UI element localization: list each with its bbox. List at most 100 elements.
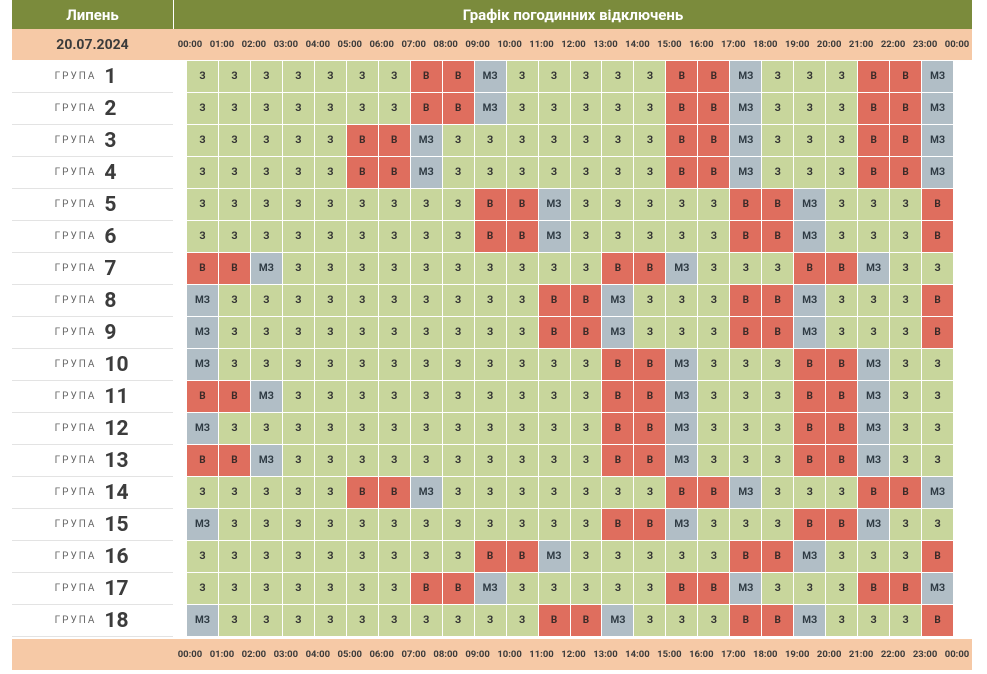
schedule-cell: З [474,509,506,540]
schedule-cell: В [602,509,634,540]
schedule-cell: З [442,317,474,348]
bottom-time-label: 09:00 [465,649,490,660]
schedule-cell: В [826,349,858,380]
schedule-cell: З [666,605,698,636]
schedule-cell: В [890,157,922,188]
bottom-time-label: 15:00 [657,649,682,660]
schedule-cell: З [442,509,474,540]
schedule-cell: З [538,93,570,124]
group-number: 14 [104,480,129,505]
schedule-cell: В [410,93,442,124]
schedule-cell: В [602,445,634,476]
schedule-cell: З [570,477,602,508]
top-time-label: 19:00 [784,39,810,50]
group-label: ГРУПА 12 [12,413,173,445]
schedule-cell: З [826,125,858,156]
schedule-cell: В [378,125,410,156]
schedule-cell: З [282,477,314,508]
schedule-cell: З [378,349,410,380]
schedule-cell: З [346,381,378,412]
group-word: ГРУПА [54,359,97,370]
schedule-cell: З [826,189,858,220]
schedule-cell: З [538,349,570,380]
schedule-cell: В [730,605,762,636]
schedule-cell: В [218,381,250,412]
top-time-label: 14:00 [625,39,650,50]
schedule-cell: В [858,125,890,156]
schedule-cell: З [506,253,538,284]
schedule-cell: В [762,541,794,572]
schedule-cell: З [634,157,666,188]
schedule-cell: В [922,317,954,348]
schedule-cell: З [282,509,314,540]
group-label: ГРУПА 9 [12,317,173,349]
schedule-cell: З [890,253,922,284]
group-word: ГРУПА [54,103,97,114]
schedule-cell: З [346,509,378,540]
schedule-cell: В [890,93,922,124]
schedule-cell: З [187,189,218,220]
group-number: 18 [104,608,129,633]
group-word: ГРУПА [54,167,97,178]
schedule-cell: В [762,221,794,252]
schedule-cell: З [250,285,282,316]
schedule-cell: МЗ [858,445,890,476]
group-number: 11 [104,384,129,409]
schedule-cell: З [634,61,666,92]
schedule-cell: З [410,285,442,316]
schedule-cell: З [378,509,410,540]
bottom-time-label: 21:00 [848,649,874,660]
schedule-cell: В [826,253,858,284]
schedule-cell: МЗ [187,285,218,316]
top-time-label: 20:00 [816,39,842,50]
schedule-cell: З [218,61,250,92]
schedule-cell: В [762,605,794,636]
schedule-cell: З [538,61,570,92]
schedule-cell: З [250,413,282,444]
schedule-cell: МЗ [666,413,698,444]
schedule-cell: З [218,605,250,636]
schedule-cell: З [666,285,698,316]
schedule-cell: З [218,349,250,380]
schedule-cell: В [666,93,698,124]
group-number: 3 [104,128,117,153]
schedule-cell: В [378,477,410,508]
schedule-cell: МЗ [474,93,506,124]
schedule-cell: З [762,349,794,380]
schedule-cell: З [346,253,378,284]
schedule-cell: МЗ [666,509,698,540]
schedule-cell: МЗ [187,317,218,348]
schedule-cell: В [634,509,666,540]
schedule-cell: В [602,381,634,412]
schedule-cell: З [506,125,538,156]
schedule-cell: З [698,445,730,476]
schedule-cell: З [570,573,602,604]
schedule-cell: З [250,61,282,92]
schedule-cell: З [314,445,346,476]
schedule-cell: З [890,541,922,572]
top-time-label: 04:00 [305,39,331,50]
schedule-cell: В [218,253,250,284]
schedule-cell: МЗ [538,541,570,572]
schedule-cell: З [922,381,954,412]
schedule-cell: В [858,477,890,508]
schedule-cell: З [187,157,218,188]
schedule-cell: В [666,157,698,188]
schedule-cell: З [442,221,474,252]
schedule-cell: З [538,157,570,188]
schedule-cell: З [794,573,826,604]
bottom-time-label: 03:00 [273,649,299,660]
schedule-cell: В [858,157,890,188]
group-word: ГРУПА [54,231,97,242]
schedule-cell: З [218,157,250,188]
schedule-cell: В [538,605,570,636]
schedule-cell: З [762,477,794,508]
schedule-cell: З [666,541,698,572]
schedule-cell: В [602,253,634,284]
schedule-cell: В [922,189,954,220]
top-time-label: 02:00 [241,39,267,50]
schedule-cell: З [890,413,922,444]
schedule-cell: З [826,541,858,572]
schedule-cell: З [250,477,282,508]
